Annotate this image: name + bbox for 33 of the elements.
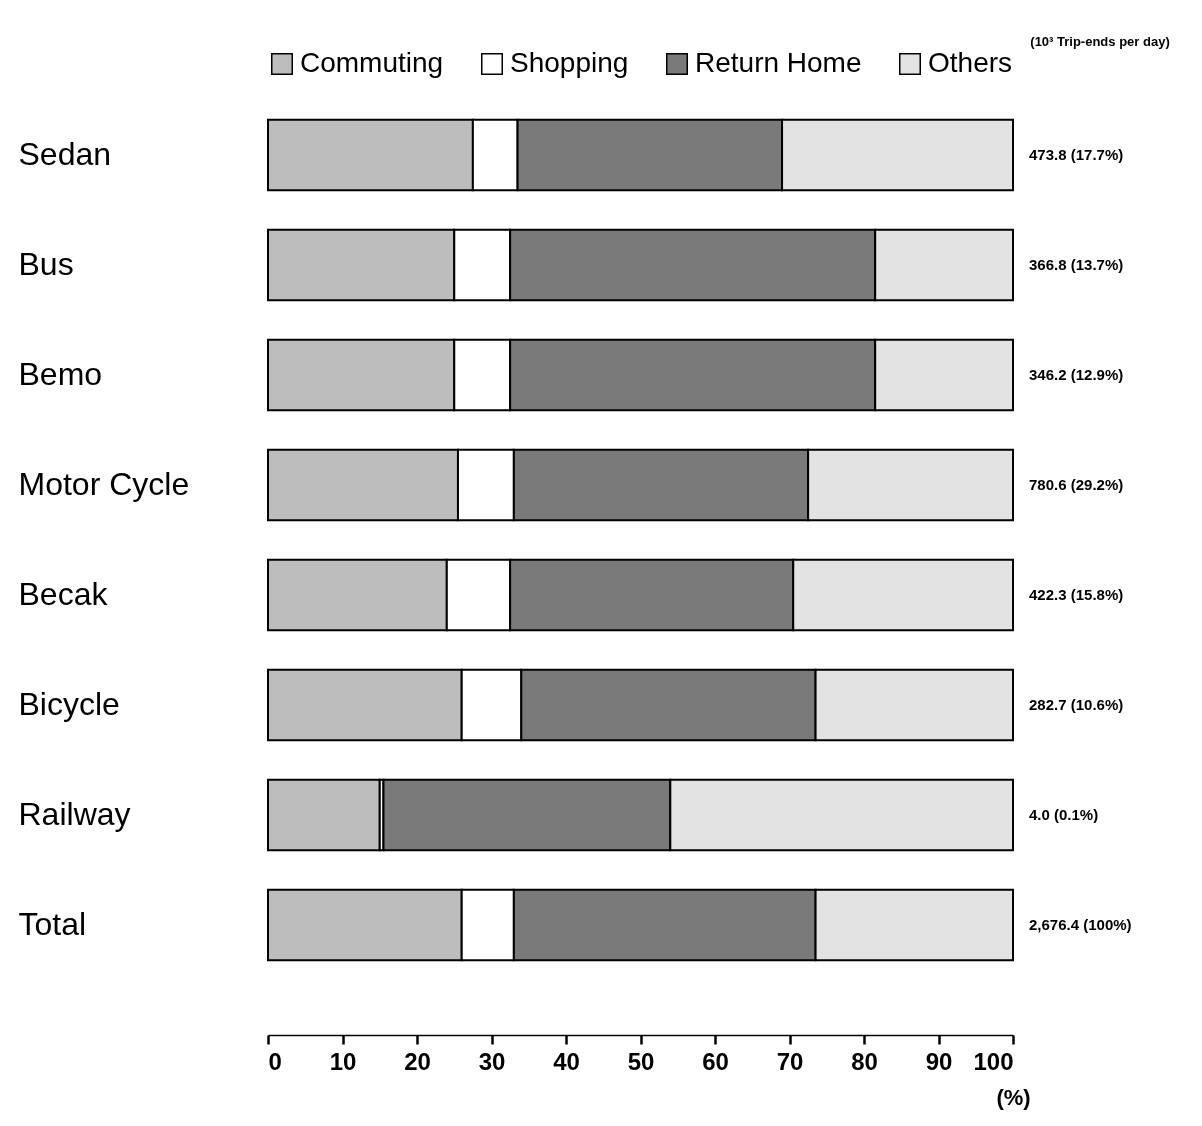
y-tick-label: Railway [18, 796, 131, 832]
total-label: 780.6 (29.2%) [1029, 476, 1124, 493]
y-tick-label: Sedan [18, 136, 112, 172]
total-label: 282.7 (10.6%) [1029, 696, 1124, 713]
y-tick-label: Total [18, 906, 87, 942]
x-tick-label: 60 [702, 1047, 729, 1075]
total-label: 2,676.4 (100%) [1029, 916, 1132, 933]
legend-label: Others [928, 47, 1013, 78]
total-label: 4.0 (0.1%) [1029, 806, 1099, 823]
total-label: 473.8 (17.7%) [1029, 146, 1124, 163]
x-tick-label: 20 [404, 1047, 431, 1075]
x-tick-label: 40 [553, 1047, 580, 1075]
legend-label: Shopping [510, 47, 629, 78]
total-label: 346.2 (12.9%) [1029, 366, 1124, 383]
y-tick-label: Bicycle [18, 686, 120, 722]
x-tick-label: 10 [329, 1047, 357, 1075]
x-tick-label: 50 [627, 1047, 655, 1075]
total-label: 422.3 (15.8%) [1029, 586, 1124, 603]
x-tick-label: 90 [925, 1047, 953, 1075]
x-tick-label: 80 [851, 1047, 878, 1075]
x-axis-title: (%) [996, 1084, 1031, 1110]
legend-label: Commuting [300, 47, 444, 78]
text: (10³ Trip-ends per day) [1030, 34, 1170, 49]
x-tick-label: 0 [268, 1047, 282, 1075]
total-label: 366.8 (13.7%) [1029, 256, 1124, 273]
y-tick-label: Bemo [18, 356, 103, 392]
x-tick-label: 70 [776, 1047, 804, 1075]
x-tick-label: 100 [973, 1047, 1014, 1075]
legend-label: Return Home [695, 47, 862, 78]
x-tick-label: 30 [478, 1047, 506, 1075]
y-tick-label: Motor Cycle [18, 466, 190, 502]
y-tick-label: Bus [18, 246, 74, 282]
y-tick-label: Becak [18, 576, 109, 612]
